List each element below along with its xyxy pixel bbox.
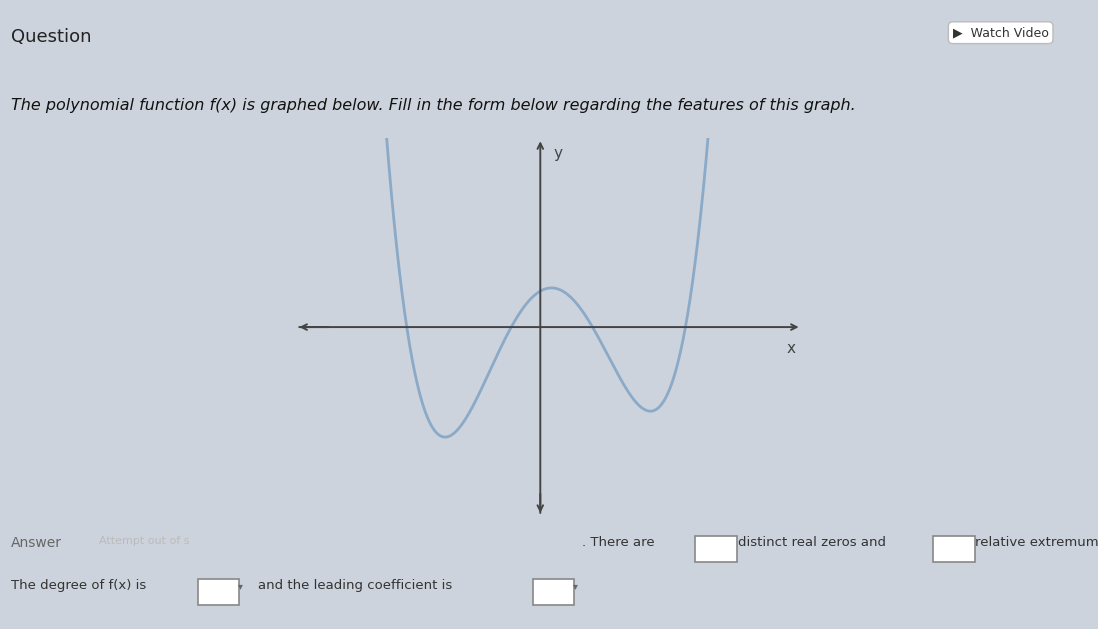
Text: ▶  Watch Video: ▶ Watch Video [953, 26, 1049, 39]
Text: ▾: ▾ [238, 581, 243, 591]
Text: Attempt out of s: Attempt out of s [99, 536, 189, 546]
Text: and the leading coefficient is: and the leading coefficient is [258, 579, 452, 593]
Text: x: x [786, 341, 796, 356]
Text: ▾: ▾ [573, 581, 578, 591]
FancyBboxPatch shape [695, 536, 737, 562]
Text: The polynomial function f(x) is graphed below. Fill in the form below regarding : The polynomial function f(x) is graphed … [11, 99, 855, 113]
Text: . There are: . There are [582, 536, 654, 549]
Text: relative extremums: relative extremums [975, 536, 1098, 549]
Text: Answer: Answer [11, 536, 61, 550]
FancyBboxPatch shape [198, 579, 239, 604]
Text: y: y [553, 146, 562, 161]
Text: distinct real zeros and: distinct real zeros and [738, 536, 886, 549]
Text: Question: Question [11, 28, 91, 46]
Text: The degree of f(x) is: The degree of f(x) is [11, 579, 146, 593]
FancyBboxPatch shape [933, 536, 975, 562]
FancyBboxPatch shape [533, 579, 574, 604]
